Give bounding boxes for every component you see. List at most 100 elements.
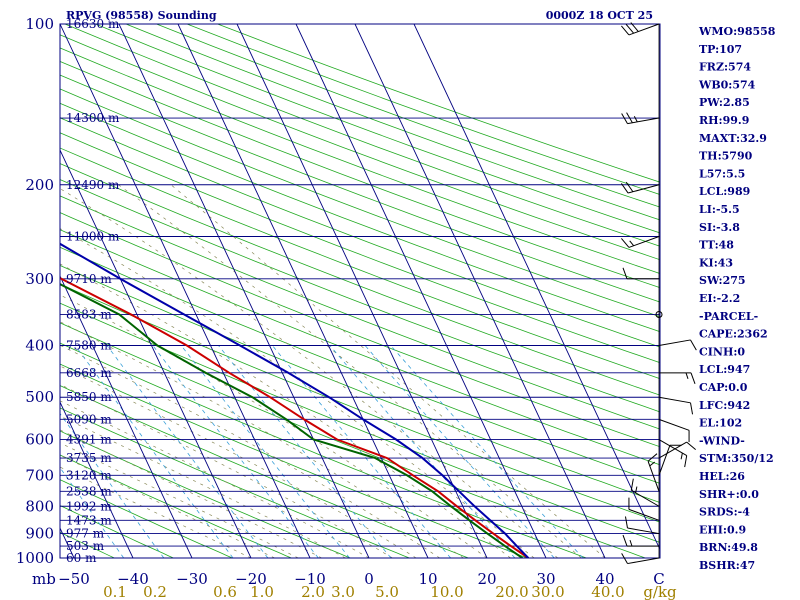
temperature-unit-label: C — [653, 570, 664, 588]
mixing-ratio-label: 0.2 — [143, 583, 167, 600]
wind-barb-flag — [690, 339, 697, 351]
background-lines — [60, 24, 660, 558]
index-text: FRZ:574 — [699, 61, 751, 74]
index-text: SRDS:-4 — [699, 506, 750, 519]
mixing-ratio-label: 0.6 — [213, 583, 237, 600]
temperature-line — [60, 276, 529, 558]
index-text: SHR+:0.0 — [699, 488, 759, 501]
height-label: 977 m — [66, 527, 105, 541]
pressure-tick-label: 900 — [25, 525, 54, 543]
pressure-tick-label: 500 — [25, 388, 54, 406]
temperature-tick-label: −40 — [117, 570, 149, 588]
wind-barb-half-flag — [629, 240, 635, 247]
index-text: TP:107 — [699, 43, 742, 56]
wind-barb-flag — [690, 402, 694, 415]
pressure-tick-label: 400 — [25, 337, 54, 355]
height-label: 9710 m — [66, 272, 112, 286]
index-text: L57:5.5 — [699, 167, 745, 180]
index-text: TH:5790 — [699, 150, 753, 163]
pressure-tick-label: 200 — [25, 176, 54, 194]
isotherm-line — [60, 274, 193, 558]
mixing-ratio-unit-label: g/kg — [643, 583, 677, 600]
mixing-ratio-line — [272, 345, 452, 558]
wind-barb-staff — [628, 236, 660, 248]
pressure-tick-label: 700 — [25, 466, 54, 484]
temperature-tick-label: −30 — [176, 570, 208, 588]
mixing-ratio-line — [364, 345, 555, 558]
index-text: LCL:989 — [699, 185, 750, 198]
index-text: BSHR:47 — [699, 559, 755, 572]
isotherm-line — [177, 24, 429, 558]
wind-barb-flag — [626, 112, 633, 123]
index-text: LFC:942 — [699, 399, 750, 412]
temperature-tick-label: 0 — [364, 570, 374, 588]
wind-barb-flag — [647, 453, 658, 462]
pressure-tick-label: 300 — [25, 270, 54, 288]
chart-title: RPVG (98558) Sounding — [66, 9, 217, 22]
pressure-tick-label: 1000 — [16, 549, 54, 567]
height-label: 14300 m — [66, 111, 120, 125]
temperature-tick-label: 40 — [595, 570, 614, 588]
index-text: WMO:98558 — [698, 25, 776, 38]
indices-panel: WMO:98558 TP:107 FRZ:574 WB0:574 PW:2.85 RH:9… — [698, 25, 776, 572]
wind-barb-staff — [627, 117, 660, 125]
index-text: SW:275 — [699, 274, 746, 287]
temperature-tick-label: −10 — [294, 570, 326, 588]
temperature-tick-label: 10 — [418, 570, 437, 588]
height-label: 7580 m — [66, 339, 112, 353]
mixing-ratio-label: 3.0 — [331, 583, 355, 600]
wind-barb-flag — [630, 22, 639, 32]
mixing-ratio-label: 5.0 — [375, 583, 399, 600]
isotherm-line — [60, 24, 311, 558]
height-label: 3735 m — [66, 451, 112, 465]
moist-adiabat — [60, 365, 417, 558]
height-label: 5090 m — [66, 412, 112, 426]
temperature-tick-label: −20 — [235, 570, 267, 588]
axis-labels: 16630 m 14300 m 12490 m 11000 m 9710 m 8583 m… — [16, 15, 677, 600]
pressure-tick-label: 800 — [25, 497, 54, 515]
sounding-series — [60, 242, 530, 558]
index-text: WB0:574 — [698, 78, 756, 91]
height-label: 16630 m — [66, 17, 120, 31]
wind-barb-staff — [628, 508, 660, 521]
index-text: STM:350/12 — [699, 452, 774, 465]
index-text: RH:99.9 — [699, 114, 749, 127]
index-text: HEL:26 — [699, 470, 745, 483]
index-text: EI:-2.2 — [699, 292, 740, 305]
index-text: -WIND- — [699, 434, 745, 447]
wind-barb-flag — [621, 553, 628, 564]
temperature-tick-label: 30 — [536, 570, 555, 588]
wind-barb-half-flag — [633, 116, 638, 123]
wind-barb-half-flag — [649, 461, 656, 467]
wind-barb-calm — [655, 311, 663, 319]
moist-adiabat — [118, 184, 582, 558]
wind-barb-flag — [686, 441, 696, 451]
index-text: LCL:947 — [699, 363, 750, 376]
index-text: EL:102 — [699, 417, 742, 430]
wind-barb-staff — [658, 418, 690, 431]
height-label: 4391 m — [66, 433, 112, 447]
height-label: 503 m — [66, 539, 105, 553]
isotherm-line — [60, 148, 252, 558]
mixing-ratio-label: 0.1 — [103, 583, 127, 600]
mixing-ratio-label: 30.0 — [531, 583, 564, 600]
wind-barb-staff — [631, 489, 660, 507]
temperature-tick-label: 20 — [477, 570, 496, 588]
temperature-tick-label: −50 — [58, 570, 90, 588]
wind-barb-staff — [658, 445, 671, 476]
mixing-ratio-label: 2.0 — [301, 583, 325, 600]
height-label: 5850 m — [66, 390, 112, 404]
moist-adiabat — [60, 384, 393, 558]
wind-barb-flag — [622, 534, 628, 547]
dewpoint-line — [60, 283, 523, 558]
wind-barb-flag — [630, 478, 634, 491]
wind-barb-half-flag — [680, 452, 683, 460]
isotherm-line — [413, 24, 660, 551]
wind-barb-flag — [620, 183, 629, 194]
index-text: BRN:49.8 — [699, 541, 758, 554]
index-text: CAPE:2362 — [699, 328, 768, 341]
moist-adiabat — [170, 184, 606, 558]
height-label: 60 m — [66, 551, 97, 565]
isotherm-line — [60, 401, 134, 558]
wind-barb-half-flag — [635, 486, 638, 493]
